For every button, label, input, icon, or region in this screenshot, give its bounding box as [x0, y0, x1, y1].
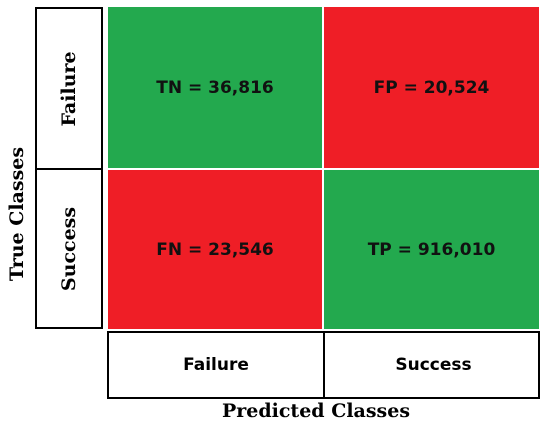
cell-false-positive-text: FP = 20,524 [373, 77, 490, 98]
cell-false-positive: FP = 20,524 [323, 6, 540, 169]
y-axis-title: True Classes [6, 146, 28, 282]
confusion-matrix: TN = 36,816 FP = 20,524 FN = 23,546 TP =… [107, 6, 540, 330]
row-label-failure: Failure [35, 7, 103, 170]
row-label-success: Success [35, 168, 103, 329]
x-axis-title: Predicted Classes [221, 400, 411, 422]
cell-false-negative: FN = 23,546 [107, 169, 323, 330]
cell-true-negative-text: TN = 36,816 [156, 77, 274, 98]
col-label-success: Success [395, 355, 472, 375]
column-labels: Failure Success [107, 331, 540, 399]
cell-true-positive: TP = 916,010 [323, 169, 540, 330]
cell-true-positive-text: TP = 916,010 [367, 239, 496, 260]
col-label-failure: Failure [109, 333, 325, 397]
row-label-failure-text: Failure [58, 50, 80, 127]
cell-true-negative: TN = 36,816 [107, 6, 323, 169]
row-label-success-text: Success [58, 206, 80, 291]
cell-false-negative-text: FN = 23,546 [156, 239, 274, 260]
